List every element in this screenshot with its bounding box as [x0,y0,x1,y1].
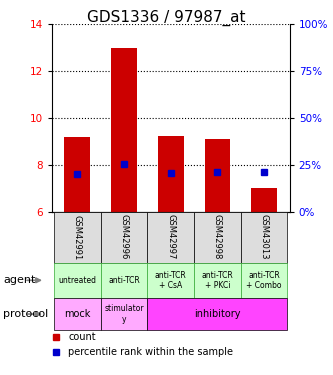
Text: GSM43013: GSM43013 [259,214,268,260]
Bar [147,298,287,330]
Text: anti-TCR
+ Combo: anti-TCR + Combo [246,271,282,290]
Text: protocol: protocol [3,309,49,319]
Bar [101,262,147,298]
Bar [54,212,101,262]
Text: GSM42998: GSM42998 [213,214,222,260]
Bar [241,212,287,262]
Text: agent: agent [3,275,36,285]
Bar [251,188,277,212]
Bar [111,48,137,212]
Bar [194,262,241,298]
Text: GDS1336 / 97987_at: GDS1336 / 97987_at [87,9,246,26]
Bar [147,212,194,262]
Bar [101,298,147,330]
Bar [54,262,101,298]
Bar [158,136,183,212]
Text: GSM42996: GSM42996 [120,214,129,260]
Text: untreated: untreated [58,276,96,285]
Text: anti-TCR
+ CsA: anti-TCR + CsA [155,271,186,290]
Text: count: count [68,332,96,342]
Text: anti-TCR
+ PKCi: anti-TCR + PKCi [201,271,233,290]
Bar [54,298,101,330]
Text: anti-TCR: anti-TCR [108,276,140,285]
Text: stimulator
y: stimulator y [104,304,144,324]
Text: inhibitory: inhibitory [194,309,241,319]
Text: GSM42997: GSM42997 [166,214,175,260]
Text: GSM42991: GSM42991 [73,214,82,260]
Bar [147,262,194,298]
Bar [241,262,287,298]
Text: mock: mock [64,309,91,319]
Bar [65,137,90,212]
Bar [101,212,147,262]
Bar [194,212,241,262]
Bar [204,139,230,212]
Text: percentile rank within the sample: percentile rank within the sample [68,347,233,357]
